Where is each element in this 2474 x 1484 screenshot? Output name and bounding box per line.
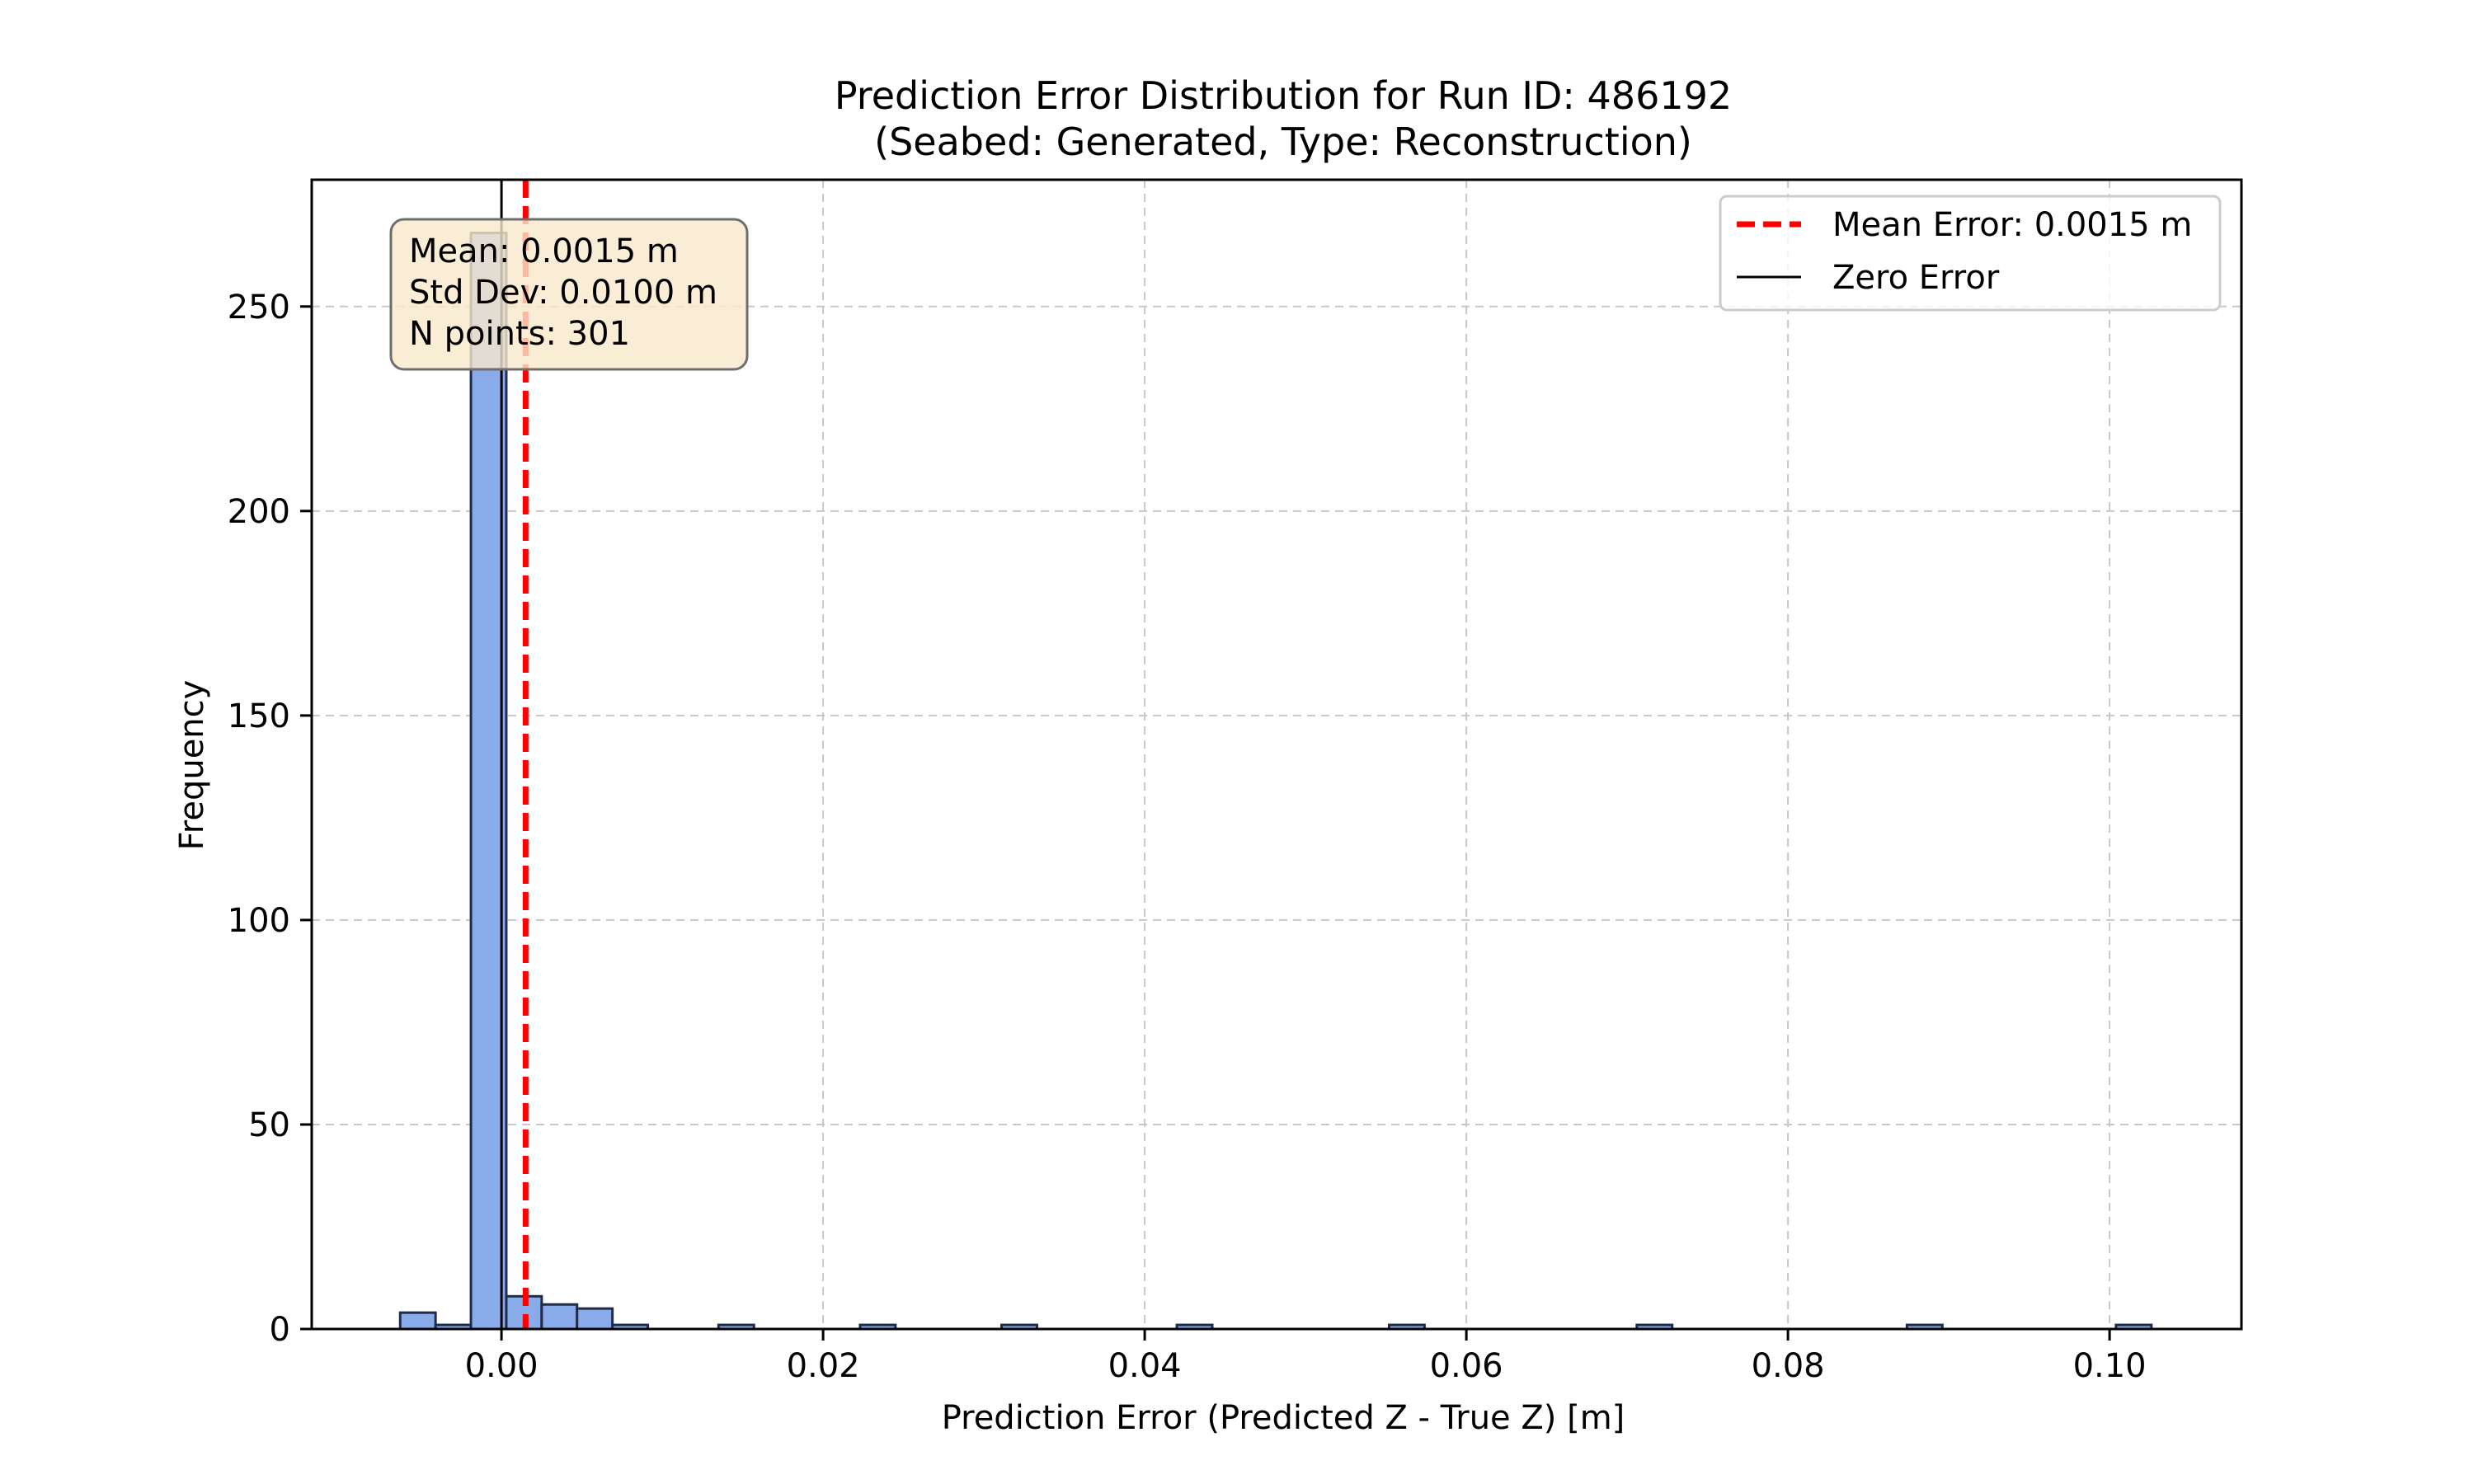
reference-lines bbox=[500, 180, 529, 1329]
legend: Mean Error: 0.0015 m Zero Error bbox=[1719, 195, 2222, 312]
x-tick-label: 0.06 bbox=[1430, 1347, 1503, 1385]
x-tick-label: 0.02 bbox=[787, 1347, 860, 1385]
y-tick-label: 0 bbox=[270, 1311, 290, 1349]
x-tick-label: 0.10 bbox=[2073, 1347, 2147, 1385]
x-tick-label: 0.00 bbox=[465, 1347, 539, 1385]
legend-frame bbox=[1719, 195, 2222, 312]
axes bbox=[310, 178, 2243, 1331]
histogram-bar bbox=[576, 1307, 614, 1331]
stats-n-text: N points: 301 bbox=[409, 315, 630, 353]
y-tick-label: 200 bbox=[228, 493, 290, 531]
histogram-bar bbox=[540, 1303, 579, 1331]
y-tick-label: 50 bbox=[248, 1106, 290, 1144]
legend-mean-label: Mean Error: 0.0015 m bbox=[1832, 206, 2192, 244]
stats-std-text: Std Dev: 0.0100 m bbox=[409, 274, 717, 312]
legend-zero-label: Zero Error bbox=[1832, 259, 2000, 297]
stats-mean-text: Mean: 0.0015 m bbox=[409, 232, 679, 270]
plot-frame bbox=[310, 178, 2243, 1331]
chart-subtitle: (Seabed: Generated, Type: Reconstruction… bbox=[874, 120, 1692, 164]
y-axis-label: Frequency bbox=[173, 680, 211, 851]
stats-box-background bbox=[389, 218, 749, 371]
y-tick-label: 150 bbox=[228, 697, 290, 735]
x-tick-label: 0.08 bbox=[1752, 1347, 1825, 1385]
chart-title: Prediction Error Distribution for Run ID… bbox=[835, 73, 1732, 118]
histogram-bar bbox=[398, 1311, 437, 1331]
stats-box: Mean: 0.0015 m Std Dev: 0.0100 m N point… bbox=[389, 218, 749, 371]
y-tick-label: 250 bbox=[228, 289, 290, 326]
axis-ticks: 0.00 0.02 0.04 0.06 0.08 0.10 0 50 100 150 200 250 bbox=[228, 289, 2147, 1385]
x-axis-label: Prediction Error (Predicted Z - True Z) … bbox=[942, 1399, 1625, 1437]
x-tick-label: 0.04 bbox=[1108, 1347, 1182, 1385]
y-tick-label: 100 bbox=[228, 902, 290, 940]
